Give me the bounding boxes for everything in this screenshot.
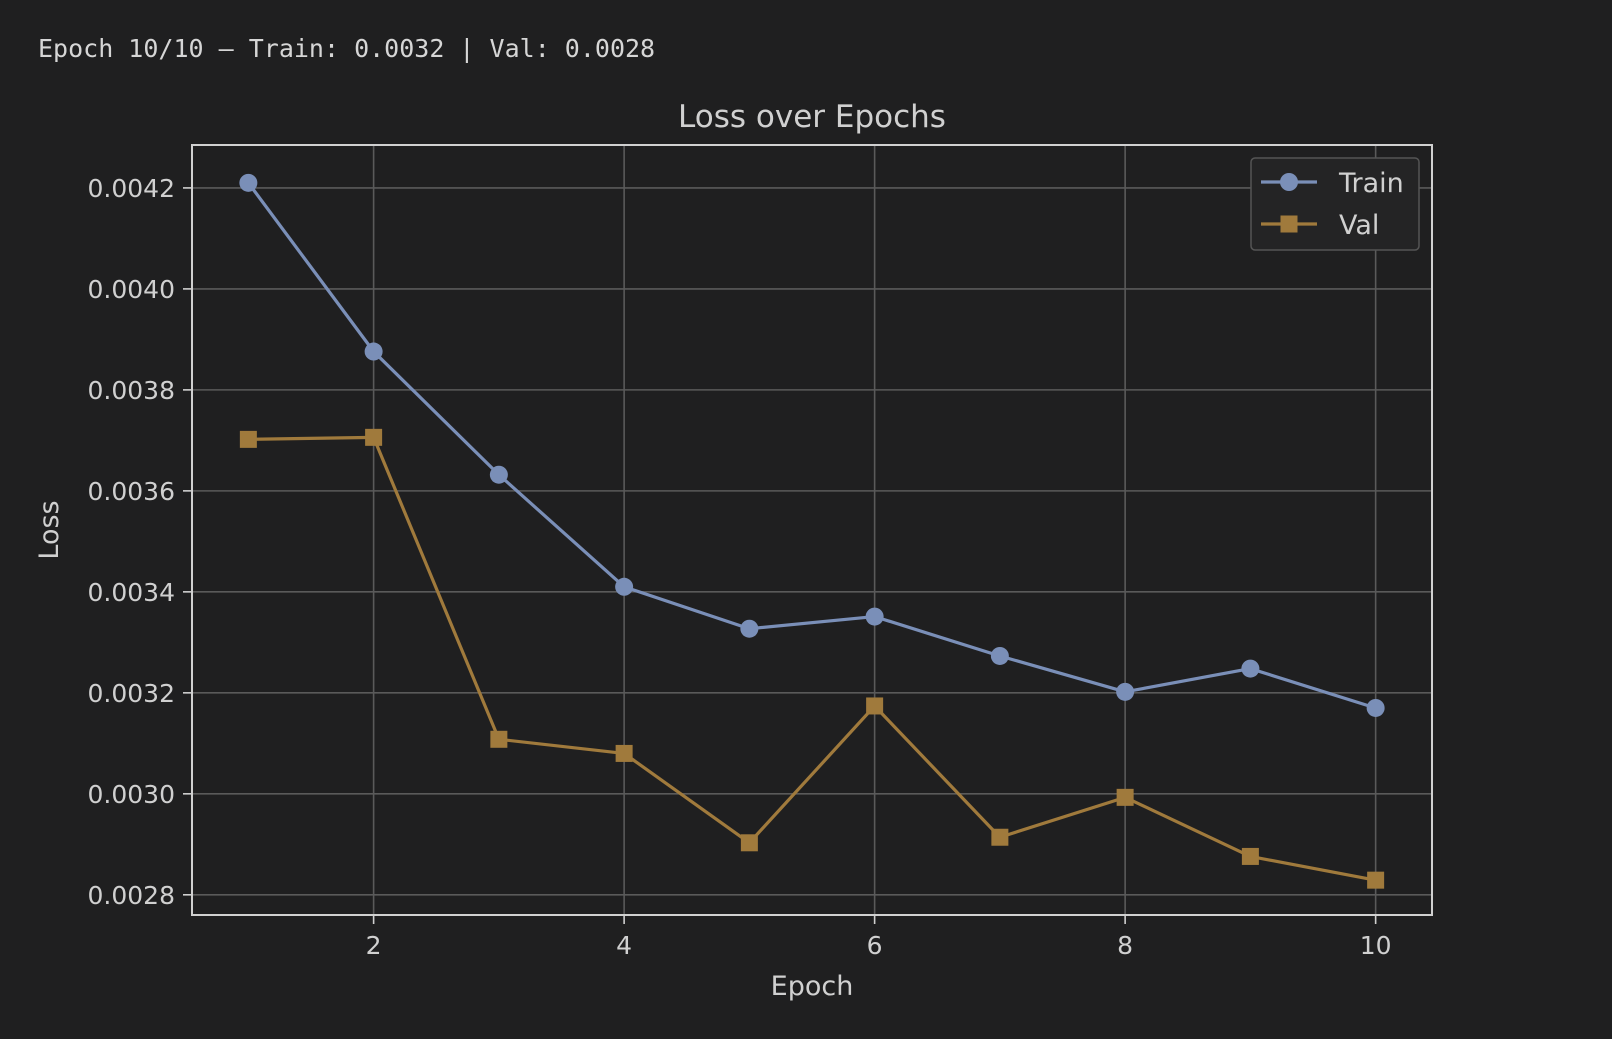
y-tick-label: 0.0030 (88, 780, 175, 809)
data-point-val (239, 430, 257, 448)
data-point-val (866, 697, 884, 715)
data-point-train (865, 607, 884, 626)
x-tick-label: 8 (1117, 931, 1133, 960)
grid-layer (192, 145, 1432, 915)
series-train (239, 173, 1385, 717)
x-tick-label: 6 (867, 931, 883, 960)
status-line: Epoch 10/10 — Train: 0.0032 | Val: 0.002… (38, 34, 656, 63)
legend-label: Val (1339, 210, 1379, 241)
y-tick-label: 0.0028 (88, 881, 175, 910)
data-point-val (1116, 788, 1134, 806)
data-point-val (1241, 847, 1259, 865)
y-axis: 0.0028 0.0030 0.0032 0.0034 0.0036 0.0038 0.00… (88, 174, 192, 910)
data-point-val (991, 828, 1009, 846)
legend-marker (1280, 215, 1298, 233)
data-point-train (740, 619, 759, 638)
y-tick-label: 0.0032 (88, 679, 175, 708)
series-line-train (247, 181, 1377, 710)
y-tick-label: 0.0040 (88, 275, 175, 304)
x-tick-label: 10 (1360, 931, 1392, 960)
legend-item-train: Train (1261, 168, 1404, 199)
data-point-train (239, 173, 258, 192)
y-tick-label: 0.0034 (88, 578, 175, 607)
legend-marker (1280, 173, 1298, 191)
data-point-train (489, 465, 508, 484)
legend-item-val: Val (1261, 210, 1379, 241)
series-val (239, 428, 1385, 889)
y-tick-label: 0.0036 (88, 477, 175, 506)
y-tick-label: 0.0038 (88, 376, 175, 405)
x-tick-label: 2 (366, 931, 382, 960)
data-point-val (615, 744, 633, 762)
data-point-train (990, 646, 1009, 665)
x-axis: 2 4 6 8 10 (366, 915, 1392, 960)
data-point-train (615, 577, 634, 596)
x-axis-label: Epoch (771, 971, 854, 1002)
legend: Train Val (1250, 157, 1420, 251)
data-point-train (1366, 698, 1385, 717)
data-point-val (490, 730, 508, 748)
data-point-val (740, 834, 758, 852)
data-point-train (1241, 659, 1260, 678)
y-axis-label: Loss (34, 500, 65, 559)
data-point-train (1116, 682, 1135, 701)
data-point-val (1367, 871, 1385, 889)
axes-frame (191, 144, 1433, 916)
y-tick-label: 0.0042 (88, 174, 175, 203)
x-tick-label: 4 (616, 931, 632, 960)
data-point-val (365, 428, 383, 446)
chart-title: Loss over Epochs (678, 99, 946, 135)
series-layer (239, 173, 1385, 889)
data-point-train (364, 342, 383, 361)
legend-label: Train (1338, 168, 1404, 199)
series-line-val (248, 435, 1376, 882)
